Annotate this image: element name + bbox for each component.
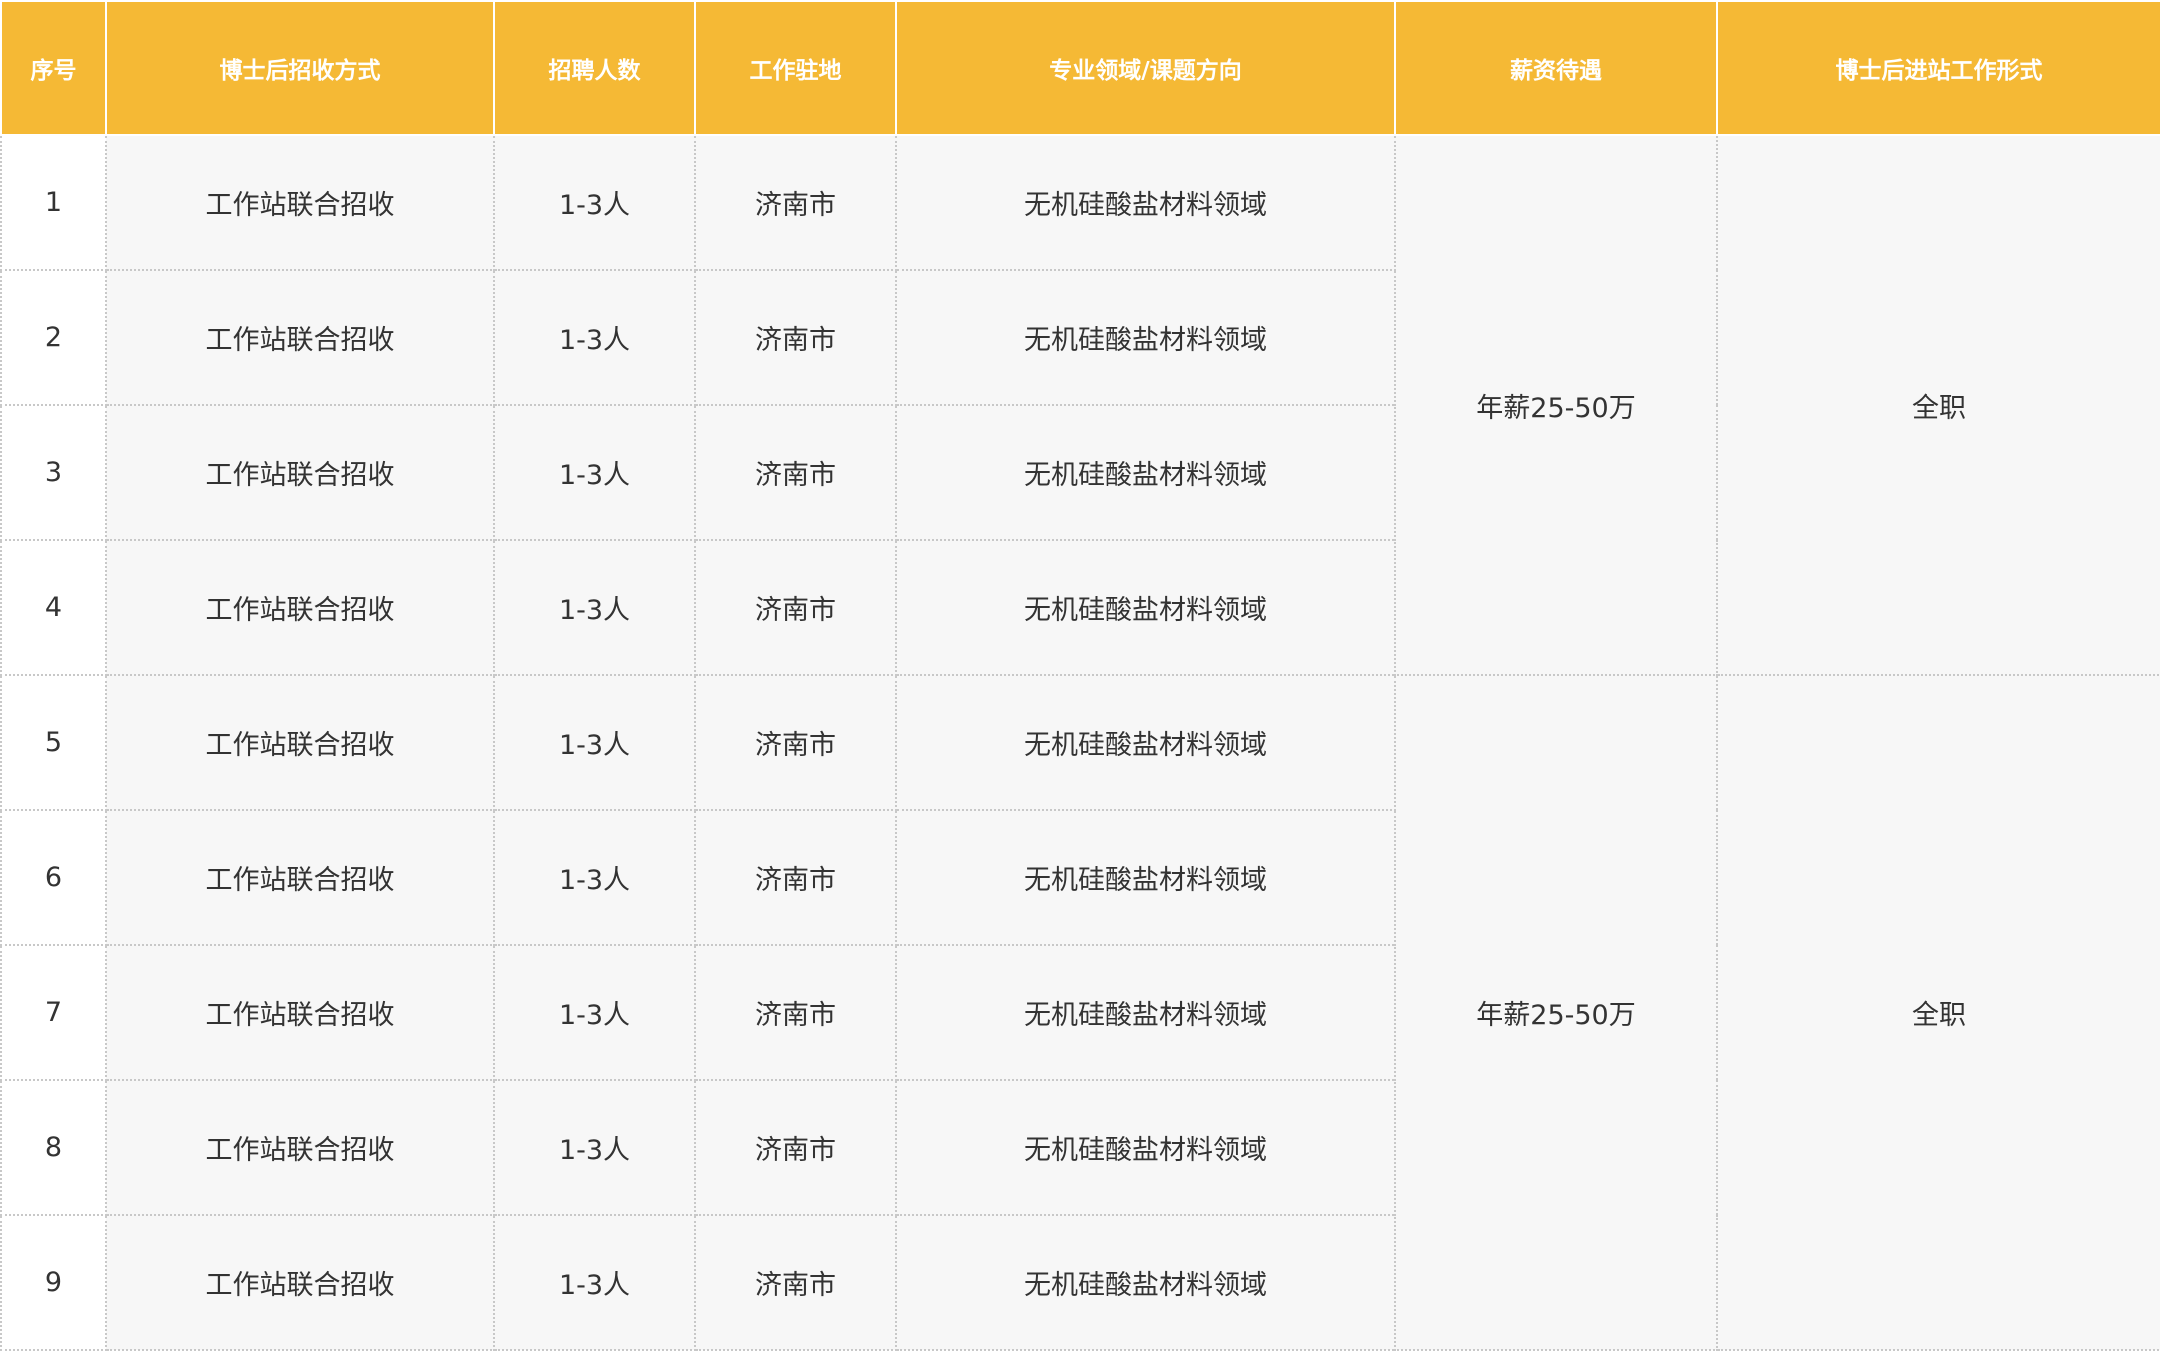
cell-index: 5 — [0, 674, 107, 811]
cell-method: 工作站联合招收 — [105, 269, 495, 406]
table-row: 1 工作站联合招收 1-3人 济南市 无机硅酸盐材料领域 年薪25-50万 全职 — [0, 134, 2160, 676]
cell-count: 1-3人 — [493, 404, 696, 541]
header-form: 博士后进站工作形式 — [1716, 0, 2160, 136]
cell-location: 济南市 — [694, 539, 897, 676]
cell-location: 济南市 — [694, 1079, 897, 1216]
cell-index: 9 — [0, 1214, 107, 1351]
cell-count: 1-3人 — [493, 134, 696, 271]
header-row: 序号 博士后招收方式 招聘人数 工作驻地 专业领域/课题方向 薪资待遇 博士后进… — [0, 0, 2160, 136]
cell-count: 1-3人 — [493, 944, 696, 1081]
cell-index: 2 — [0, 269, 107, 406]
cell-location: 济南市 — [694, 809, 897, 946]
header-count: 招聘人数 — [493, 0, 696, 136]
cell-count: 1-3人 — [493, 1079, 696, 1216]
cell-index: 3 — [0, 404, 107, 541]
cell-index: 4 — [0, 539, 107, 676]
table-row: 7 工作站联合招收 1-3人 济南市 无机硅酸盐材料领域 — [0, 944, 2160, 1081]
header-index: 序号 — [0, 0, 107, 136]
cell-field: 无机硅酸盐材料领域 — [895, 134, 1396, 271]
cell-field: 无机硅酸盐材料领域 — [895, 809, 1396, 946]
cell-location: 济南市 — [694, 1214, 897, 1351]
cell-method: 工作站联合招收 — [105, 1079, 495, 1216]
cell-location: 济南市 — [694, 944, 897, 1081]
table-row: 8 工作站联合招收 1-3人 济南市 无机硅酸盐材料领域 — [0, 1079, 2160, 1216]
cell-field: 无机硅酸盐材料领域 — [895, 1079, 1396, 1216]
cell-count: 1-3人 — [493, 1214, 696, 1351]
header-method: 博士后招收方式 — [105, 0, 495, 136]
table-row: 5 工作站联合招收 1-3人 济南市 无机硅酸盐材料领域 年薪25-50万 全职 — [0, 674, 2160, 1351]
cell-field: 无机硅酸盐材料领域 — [895, 404, 1396, 541]
cell-count: 1-3人 — [493, 809, 696, 946]
cell-index: 6 — [0, 809, 107, 946]
cell-count: 1-3人 — [493, 539, 696, 676]
cell-field: 无机硅酸盐材料领域 — [895, 1214, 1396, 1351]
cell-salary: 年薪25-50万 — [1394, 134, 1718, 676]
cell-field: 无机硅酸盐材料领域 — [895, 944, 1396, 1081]
cell-salary: 年薪25-50万 — [1394, 674, 1718, 1351]
cell-count: 1-3人 — [493, 269, 696, 406]
cell-location: 济南市 — [694, 134, 897, 271]
table-row: 3 工作站联合招收 1-3人 济南市 无机硅酸盐材料领域 — [0, 404, 2160, 541]
header-salary: 薪资待遇 — [1394, 0, 1718, 136]
cell-method: 工作站联合招收 — [105, 674, 495, 811]
cell-field: 无机硅酸盐材料领域 — [895, 269, 1396, 406]
cell-index: 7 — [0, 944, 107, 1081]
table-row: 9 工作站联合招收 1-3人 济南市 无机硅酸盐材料领域 — [0, 1214, 2160, 1351]
cell-method: 工作站联合招收 — [105, 809, 495, 946]
cell-location: 济南市 — [694, 674, 897, 811]
cell-field: 无机硅酸盐材料领域 — [895, 674, 1396, 811]
cell-work-form: 全职 — [1716, 134, 2160, 676]
cell-work-form: 全职 — [1716, 674, 2160, 1351]
cell-method: 工作站联合招收 — [105, 1214, 495, 1351]
cell-field: 无机硅酸盐材料领域 — [895, 539, 1396, 676]
cell-location: 济南市 — [694, 404, 897, 541]
header-field: 专业领域/课题方向 — [895, 0, 1396, 136]
cell-method: 工作站联合招收 — [105, 944, 495, 1081]
cell-location: 济南市 — [694, 269, 897, 406]
cell-index: 8 — [0, 1079, 107, 1216]
header-location: 工作驻地 — [694, 0, 897, 136]
table-row: 2 工作站联合招收 1-3人 济南市 无机硅酸盐材料领域 — [0, 269, 2160, 406]
cell-method: 工作站联合招收 — [105, 134, 495, 271]
cell-method: 工作站联合招收 — [105, 539, 495, 676]
table-row: 4 工作站联合招收 1-3人 济南市 无机硅酸盐材料领域 — [0, 539, 2160, 676]
table-row: 6 工作站联合招收 1-3人 济南市 无机硅酸盐材料领域 — [0, 809, 2160, 946]
cell-count: 1-3人 — [493, 674, 696, 811]
cell-method: 工作站联合招收 — [105, 404, 495, 541]
cell-index: 1 — [0, 134, 107, 271]
